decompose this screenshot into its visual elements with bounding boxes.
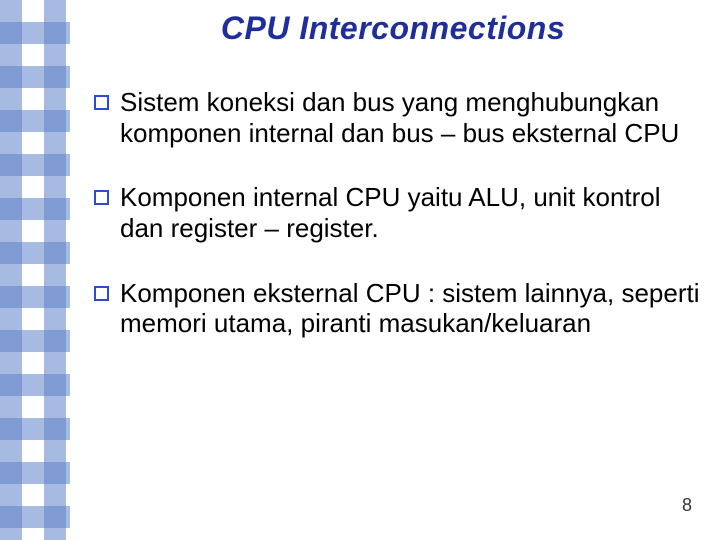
list-item: Komponen internal CPU yaitu ALU, unit ko… [94,182,700,243]
bullet-list: Sistem koneksi dan bus yang menghubungka… [86,87,700,339]
square-bullet-icon [94,95,109,110]
slide-content: CPU Interconnections Sistem koneksi dan … [86,10,700,530]
list-item-text: Komponen internal CPU yaitu ALU, unit ko… [120,182,661,243]
list-item-text: Sistem koneksi dan bus yang menghubungka… [120,87,679,148]
list-item: Komponen eksternal CPU : sistem lainnya,… [94,278,700,339]
slide-title: CPU Interconnections [116,10,670,47]
square-bullet-icon [94,190,109,205]
page-number: 8 [682,495,692,516]
gingham-border [0,0,70,540]
square-bullet-icon [94,286,109,301]
list-item: Sistem koneksi dan bus yang menghubungka… [94,87,700,148]
list-item-text: Komponen eksternal CPU : sistem lainnya,… [120,278,700,339]
